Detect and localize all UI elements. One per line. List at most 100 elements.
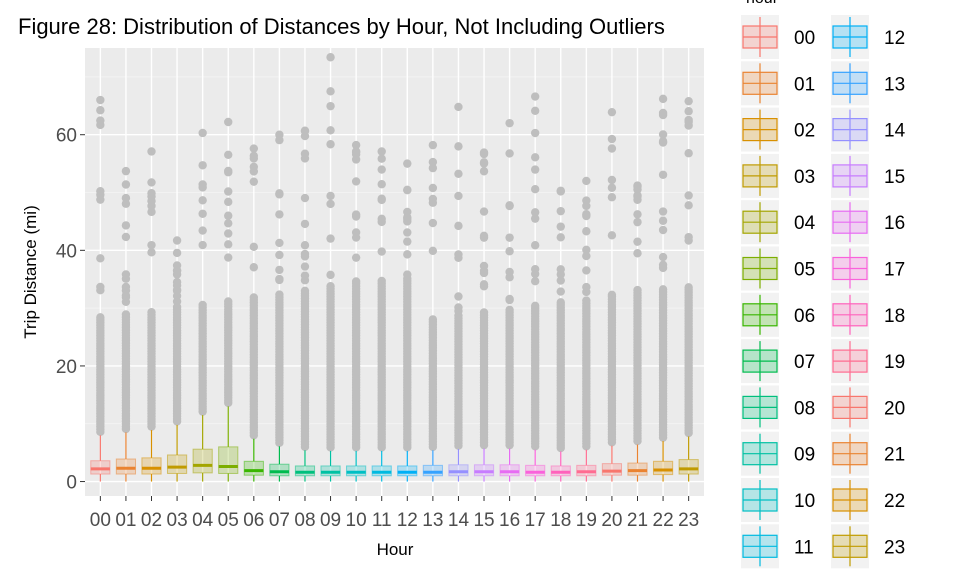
outlier-point xyxy=(658,263,668,273)
outlier-point xyxy=(684,232,693,242)
outlier-point xyxy=(633,285,642,295)
legend-item-23: 23 xyxy=(831,524,905,569)
outlier-point xyxy=(403,228,412,237)
outlier-point xyxy=(607,175,617,185)
iqr-box xyxy=(678,459,699,475)
outlier-point xyxy=(607,107,617,117)
x-tick-label: 21 xyxy=(627,510,648,531)
box-hour-01 xyxy=(115,166,137,482)
box-hour-23 xyxy=(678,96,699,482)
outlier-point xyxy=(96,106,105,115)
legend-item-08: 08 xyxy=(741,385,815,430)
box-hour-13 xyxy=(422,140,443,482)
outlier-point xyxy=(658,110,668,120)
legend-label: 13 xyxy=(884,74,905,95)
iqr-box xyxy=(269,463,290,477)
legend-item-17: 17 xyxy=(831,246,905,291)
outlier-point xyxy=(403,213,412,222)
legend-item-10: 10 xyxy=(741,478,815,522)
legend-item-18: 18 xyxy=(831,292,905,337)
legend-title: hour xyxy=(746,0,779,7)
legend-item-04: 04 xyxy=(741,200,816,245)
outlier-point xyxy=(582,266,591,275)
outlier-point xyxy=(377,194,386,203)
outlier-point xyxy=(658,225,668,235)
y-tick-label: 40 xyxy=(56,241,77,262)
outlier-point xyxy=(454,102,463,112)
outlier-point xyxy=(326,126,335,135)
legend-label: 02 xyxy=(794,121,815,142)
outlier-point xyxy=(300,126,310,135)
outlier-point xyxy=(300,262,310,271)
outlier-point xyxy=(300,286,310,295)
outlier-point xyxy=(428,140,438,150)
outlier-point xyxy=(428,194,438,204)
outlier-point xyxy=(224,197,233,207)
boxes xyxy=(90,53,699,482)
outlier-point xyxy=(121,193,131,203)
outlier-point xyxy=(198,209,207,218)
outlier-point xyxy=(582,245,591,255)
outlier-point xyxy=(377,147,386,156)
outlier-point xyxy=(377,180,386,189)
x-tick-label: 12 xyxy=(397,510,418,531)
legend-label: 04 xyxy=(794,213,816,234)
outlier-point xyxy=(454,191,463,201)
outlier-point xyxy=(326,53,335,62)
box-hour-08 xyxy=(294,126,316,482)
y-axis: 0 20 40 60 xyxy=(56,126,85,494)
outlier-point xyxy=(530,214,540,223)
box-hour-12 xyxy=(397,159,418,482)
x-tick-label: 05 xyxy=(218,510,239,531)
outlier-point xyxy=(479,308,489,317)
chart-title: Figure 28: Distribution of Distances by … xyxy=(18,14,665,39)
outlier-point xyxy=(326,199,335,209)
outlier-point xyxy=(684,121,693,130)
iqr-box xyxy=(166,454,188,474)
x-tick-label: 01 xyxy=(115,510,136,531)
legend-label: 19 xyxy=(884,352,905,373)
legend-item-06: 06 xyxy=(741,292,815,337)
x-tick-label: 19 xyxy=(576,510,597,531)
outlier-point xyxy=(172,248,182,258)
y-axis-label: Trip Distance (mi) xyxy=(21,205,40,339)
outlier-point xyxy=(684,283,693,292)
iqr-box xyxy=(115,458,137,475)
outlier-point xyxy=(556,265,565,274)
x-tick-label: 07 xyxy=(269,510,290,531)
outlier-point xyxy=(582,296,591,305)
legend-item-12: 12 xyxy=(831,15,905,59)
outlier-point xyxy=(633,181,642,190)
x-tick-label: 03 xyxy=(167,510,188,531)
outlier-point xyxy=(505,201,514,211)
outlier-point xyxy=(607,183,617,192)
outlier-point xyxy=(633,217,642,227)
x-tick-label: 14 xyxy=(448,510,470,531)
outlier-point xyxy=(582,210,591,219)
outlier-point xyxy=(351,253,361,262)
outlier-point xyxy=(403,185,412,195)
outlier-point xyxy=(658,285,668,294)
outlier-point xyxy=(454,303,463,312)
legend-label: 03 xyxy=(794,167,815,188)
box-hour-21 xyxy=(627,181,648,482)
outlier-point xyxy=(351,277,361,286)
box-hour-20 xyxy=(601,107,623,482)
outlier-point xyxy=(530,269,540,279)
x-tick-label: 02 xyxy=(141,510,162,531)
box-hour-15 xyxy=(473,148,495,482)
legend-label: 09 xyxy=(794,445,815,466)
outlier-point xyxy=(147,189,156,198)
outlier-point xyxy=(172,286,182,295)
outlier-point xyxy=(249,263,259,272)
legend-label: 23 xyxy=(884,537,905,558)
outlier-point xyxy=(351,212,361,221)
outlier-point xyxy=(326,101,335,111)
x-axis-label: Hour xyxy=(377,540,414,559)
outlier-point xyxy=(198,128,207,138)
legend-label: 21 xyxy=(884,445,905,466)
outlier-point xyxy=(351,228,361,237)
outlier-point xyxy=(300,154,310,163)
outlier-point xyxy=(530,208,540,217)
legend-item-15: 15 xyxy=(831,153,905,198)
